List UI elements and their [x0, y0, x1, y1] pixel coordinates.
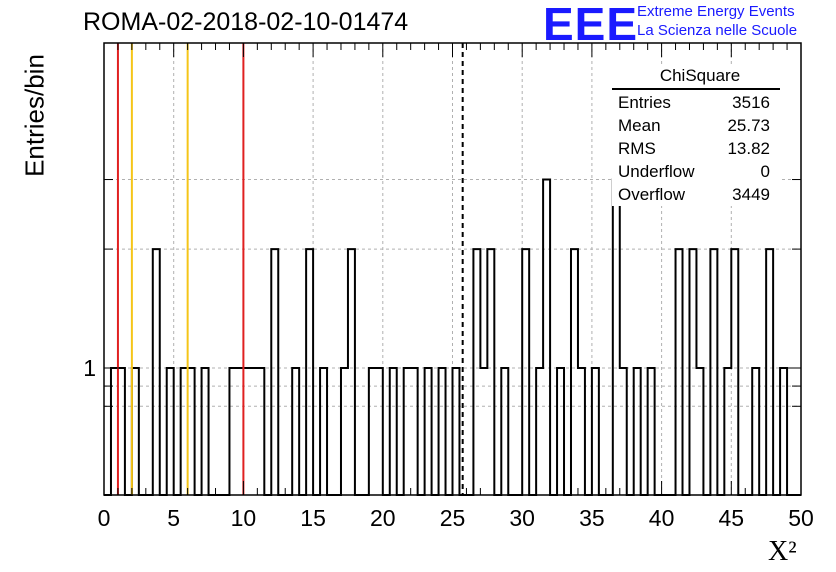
stats-box: ChiSquare Entries 3516 Mean 25.73 RMS 13.82… [612, 66, 780, 206]
logo-line-2: La Scienza nelle Scuole [637, 22, 798, 39]
stats-title: ChiSquare [612, 66, 780, 90]
eee-logo: EEE [543, 0, 639, 50]
y-tick-label: 1 [83, 355, 96, 381]
logo-line-1: Extreme Energy Events [637, 3, 795, 20]
stats-label: Mean [618, 116, 661, 135]
stats-label: Overflow [618, 185, 686, 204]
stats-value: 0 [760, 162, 770, 181]
x-tick-label: 10 [231, 505, 257, 531]
y-axis-label: Entries/bin [19, 54, 50, 177]
stats-label: Underflow [618, 162, 695, 181]
stats-label: Entries [618, 93, 671, 112]
x-tick-label: 40 [649, 505, 675, 531]
stats-value: 13.82 [727, 139, 770, 158]
x-tick-label: 25 [440, 505, 466, 531]
x-tick-label: 15 [300, 505, 326, 531]
x-tick-label: 35 [579, 505, 605, 531]
x-tick-label: 5 [167, 505, 180, 531]
stats-row: Overflow 3449 [612, 183, 780, 206]
stats-row: Underflow 0 [612, 160, 780, 183]
x-tick-label: 50 [788, 505, 814, 531]
stats-row: Mean 25.73 [612, 114, 780, 137]
x-tick-label: 0 [98, 505, 111, 531]
run-title: ROMA-02-2018-02-10-01474 [83, 8, 409, 36]
stats-row: Entries 3516 [612, 91, 780, 114]
stats-value: 3516 [732, 93, 770, 112]
x-axis-label: X² [768, 536, 797, 567]
stats-row: RMS 13.82 [612, 137, 780, 160]
x-tick-label: 45 [719, 505, 745, 531]
stats-value: 25.73 [727, 116, 770, 135]
stats-value: 3449 [732, 185, 770, 204]
stats-label: RMS [618, 139, 656, 158]
x-tick-label: 20 [370, 505, 396, 531]
x-tick-label: 30 [509, 505, 535, 531]
